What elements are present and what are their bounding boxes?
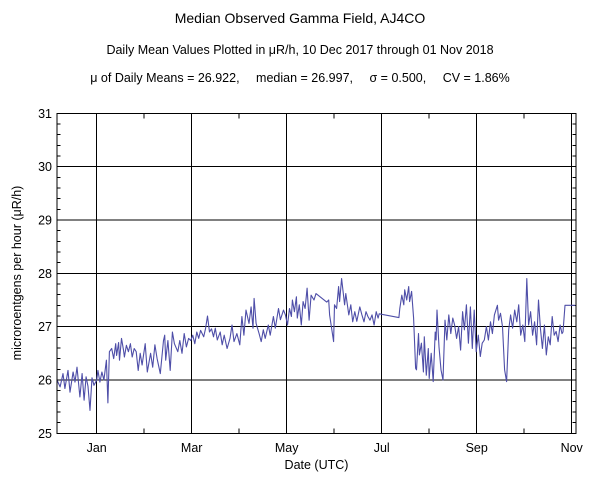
stat-mean: μ of Daily Means = 26.922, xyxy=(90,71,240,85)
x-tick-label: Mar xyxy=(181,441,203,455)
y-tick-label: 26 xyxy=(38,373,52,387)
y-tick-label: 31 xyxy=(38,107,52,121)
y-tick-label: 27 xyxy=(38,320,52,334)
y-tick-label: 25 xyxy=(38,427,52,441)
stat-cv: CV = 1.86% xyxy=(442,71,510,85)
y-tick-label: 30 xyxy=(38,160,52,174)
x-tick-label: Nov xyxy=(561,441,584,455)
axis-labels: 25 26 27 28 29 30 31 Jan Mar May Jul Sep Nov Date (UT… xyxy=(10,107,584,472)
stat-median: median = 26.997, xyxy=(256,71,353,85)
plot-border xyxy=(56,112,577,434)
y-axis-title: microroentgens per hour (μR/h) xyxy=(10,186,24,361)
stat-sigma: σ = 0.500, xyxy=(369,71,427,85)
x-tick-label: Sep xyxy=(466,441,488,455)
x-tick-label: Jul xyxy=(374,441,390,455)
data-line xyxy=(56,278,576,411)
x-tick-label: May xyxy=(275,441,299,455)
chart-stats-line: μ of Daily Means = 26.922, median = 26.9… xyxy=(0,71,600,85)
x-tick-label: Jan xyxy=(87,441,107,455)
chart-title: Median Observed Gamma Field, AJ4CO xyxy=(174,10,426,26)
gridlines xyxy=(57,113,576,434)
y-tick-label: 29 xyxy=(38,213,52,227)
chart-subtitle: Daily Mean Values Plotted in μR/h, 10 De… xyxy=(106,43,494,57)
x-axis-title: Date (UTC) xyxy=(285,458,349,472)
y-tick-label: 28 xyxy=(38,267,52,281)
